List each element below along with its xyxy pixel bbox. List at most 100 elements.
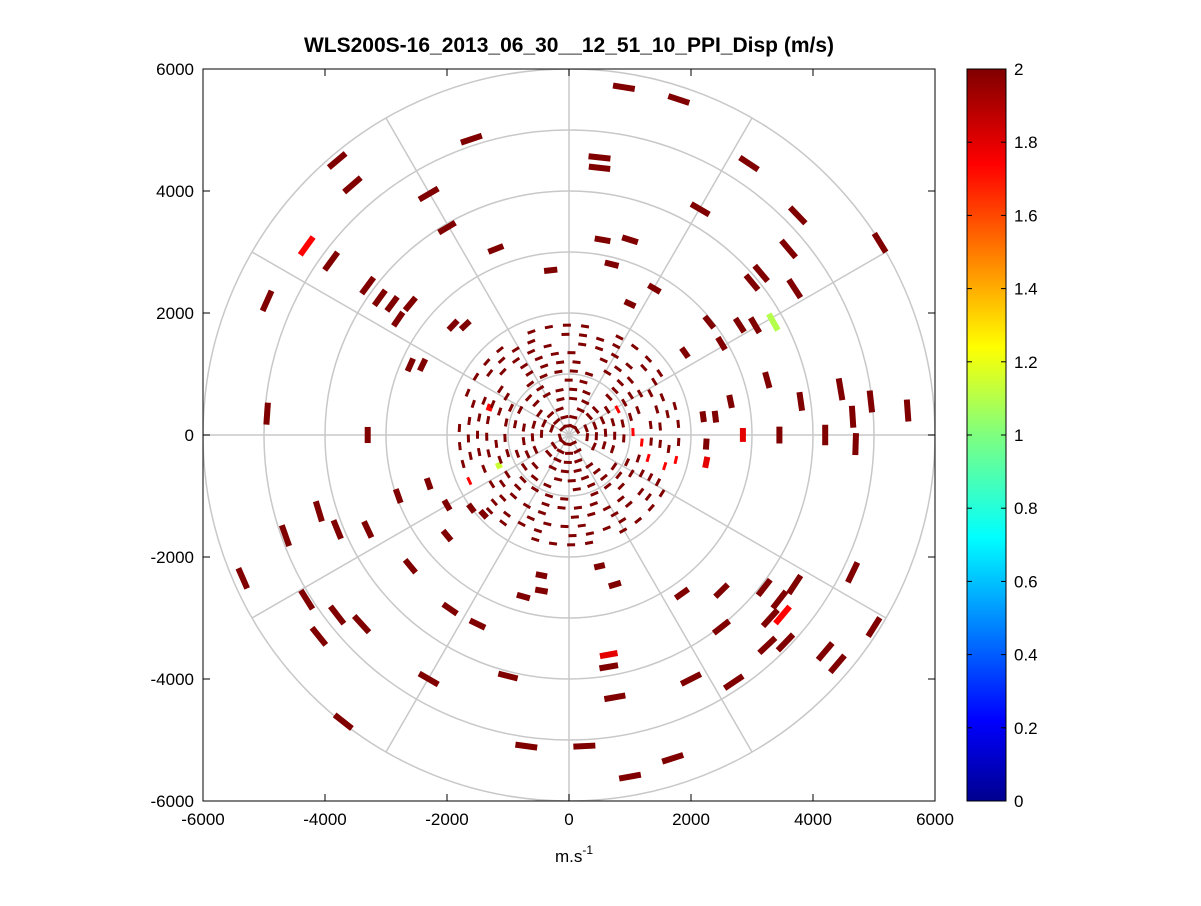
data-point-inner xyxy=(543,482,552,489)
data-point-inner xyxy=(582,389,591,396)
data-point-inner xyxy=(585,531,595,536)
data-point-inner xyxy=(603,405,611,414)
data-point-inner xyxy=(524,393,533,402)
data-point-inner xyxy=(631,428,635,437)
data-point-inner xyxy=(531,536,540,543)
data-point xyxy=(673,586,691,601)
data-point xyxy=(423,477,434,491)
data-point xyxy=(852,433,859,456)
data-point-inner xyxy=(526,348,536,355)
data-point-inner xyxy=(457,441,462,451)
data-point-inner xyxy=(530,485,540,493)
data-point-inner xyxy=(676,419,681,429)
data-point-inner xyxy=(514,449,521,458)
data-point xyxy=(497,670,519,682)
colorbar-tick-label: 1.6 xyxy=(1014,206,1038,225)
data-point xyxy=(608,579,622,590)
data-point-inner xyxy=(656,369,664,378)
x-tick-label: -2000 xyxy=(425,810,468,829)
data-point-inner xyxy=(511,356,521,364)
data-point xyxy=(689,201,711,218)
data-point xyxy=(402,557,418,575)
data-point-inner xyxy=(549,424,555,433)
data-point-inner xyxy=(550,441,558,450)
data-point-inner xyxy=(567,478,576,483)
data-point-inner xyxy=(548,464,557,471)
data-point-inner xyxy=(587,511,596,517)
data-point-inner xyxy=(466,434,471,443)
colorbar xyxy=(966,68,1007,802)
data-point-inner xyxy=(573,505,583,510)
data-point-inner xyxy=(460,459,466,469)
data-point xyxy=(702,456,711,469)
data-point-inner xyxy=(521,423,526,432)
data-point xyxy=(534,586,549,595)
data-point xyxy=(466,502,477,514)
data-point-inner xyxy=(532,445,539,455)
x-tick-label: -4000 xyxy=(303,810,346,829)
data-point-inner xyxy=(599,473,608,482)
y-tick-label: -4000 xyxy=(151,670,194,689)
data-point xyxy=(588,153,611,162)
data-point xyxy=(835,377,846,401)
data-point-inner xyxy=(555,360,565,365)
data-point xyxy=(722,673,745,691)
data-point-inner xyxy=(560,497,569,501)
data-point-inner xyxy=(553,456,562,464)
data-marks xyxy=(235,82,912,782)
data-point-inner xyxy=(557,505,566,510)
data-point-inner xyxy=(504,470,511,479)
data-point-inner xyxy=(573,458,583,464)
data-point-inner xyxy=(647,503,655,512)
data-point xyxy=(713,582,730,599)
data-point-inner xyxy=(640,363,648,372)
data-point-inner xyxy=(665,409,670,419)
x-axis: -6000 -4000 -2000 0 2000 4000 6000 xyxy=(181,69,954,829)
data-point-inner xyxy=(476,430,480,439)
chart-title: WLS200S-16_2013_06_30__12_51_10_PPI_Disp… xyxy=(304,34,834,57)
data-point-inner xyxy=(498,479,506,488)
data-point xyxy=(903,399,912,422)
data-point-inner xyxy=(673,455,679,465)
data-point-inner xyxy=(531,420,537,429)
data-point-inner xyxy=(530,474,539,482)
data-point-inner xyxy=(558,424,568,432)
data-point-inner xyxy=(503,433,507,442)
data-point-inner xyxy=(526,515,536,522)
data-point xyxy=(342,175,363,195)
colorbar-tick-label: 1.8 xyxy=(1014,133,1038,152)
data-point-inner xyxy=(634,516,643,525)
data-point xyxy=(623,298,637,310)
data-point-inner xyxy=(527,329,536,335)
data-point xyxy=(361,520,375,539)
data-point xyxy=(667,93,691,106)
data-point-inner xyxy=(525,369,534,377)
data-point xyxy=(259,289,275,313)
colorbar-tick-label: 0.8 xyxy=(1014,499,1038,518)
data-point-inner xyxy=(537,510,547,516)
data-point-inner xyxy=(476,447,482,457)
data-point-inner xyxy=(496,385,504,394)
data-point-inner xyxy=(645,453,651,463)
data-point xyxy=(796,391,806,412)
data-point xyxy=(715,335,728,352)
data-point-inner xyxy=(533,528,543,534)
data-point-inner xyxy=(592,467,601,475)
data-point-inner xyxy=(583,424,589,433)
data-point-inner xyxy=(594,345,604,352)
data-point-inner xyxy=(568,396,578,401)
data-point xyxy=(739,427,746,442)
data-point-inner xyxy=(654,478,662,487)
data-point xyxy=(458,318,472,332)
data-point-inner xyxy=(534,355,544,362)
data-point xyxy=(618,771,642,782)
data-point-inner xyxy=(472,372,480,381)
data-point-inner xyxy=(470,399,476,409)
colorbar-tick-label: 0 xyxy=(1014,792,1023,811)
data-point xyxy=(845,561,861,584)
data-point-inner xyxy=(602,505,612,512)
data-point-inner xyxy=(532,399,540,408)
data-point xyxy=(755,577,773,598)
data-point xyxy=(738,154,760,173)
data-point xyxy=(787,205,808,226)
